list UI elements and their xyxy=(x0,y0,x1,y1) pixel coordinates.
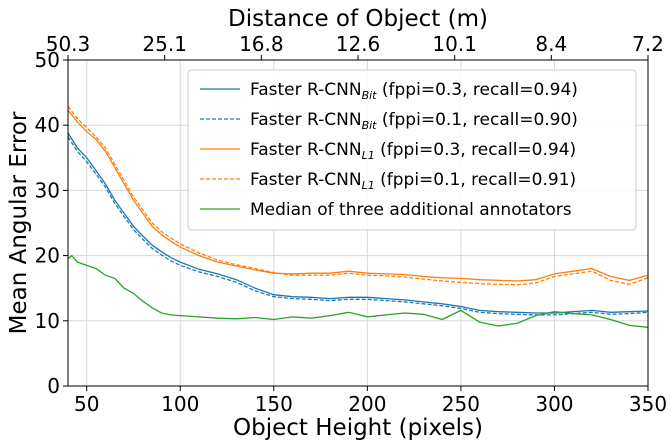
legend-entry-4: Faster R-CNNL1 (fppi=0.1, recall=0.91) xyxy=(250,170,576,192)
top-tick-label: 8.4 xyxy=(535,32,567,56)
x-tick-label: 50 xyxy=(74,392,99,416)
legend-entry-3: Faster R-CNNL1 (fppi=0.3, recall=0.94) xyxy=(250,140,576,162)
series-line-2 xyxy=(68,136,648,316)
y-tick-label: 20 xyxy=(35,244,60,268)
top-tick-label: 25.1 xyxy=(142,32,187,56)
series-line-5 xyxy=(68,254,648,328)
legend: Faster R-CNNBit (fppi=0.3, recall=0.94) F… xyxy=(187,69,637,231)
y-tick-label: 50 xyxy=(35,48,60,72)
x-tick-label: 350 xyxy=(629,392,667,416)
legend-entry-2: Faster R-CNNBit (fppi=0.1, recall=0.90) xyxy=(250,110,578,132)
x-tick-label: 300 xyxy=(535,392,573,416)
legend-box xyxy=(187,69,637,231)
top-tick-label: 10.1 xyxy=(432,32,477,56)
y-axis-title: Mean Angular Error xyxy=(6,111,32,334)
y-tick-label: 0 xyxy=(47,374,60,398)
top-axis-title: Distance of Object (m) xyxy=(228,6,488,32)
x-tick-label: 100 xyxy=(161,392,199,416)
y-tick-label: 10 xyxy=(35,309,60,333)
y-tick-label: 30 xyxy=(35,178,60,202)
top-tick-label: 7.2 xyxy=(632,32,664,56)
x-tick-label: 200 xyxy=(348,392,386,416)
top-tick-label: 50.3 xyxy=(46,32,91,56)
x-axis-title: Object Height (pixels) xyxy=(233,415,483,441)
y-tick-label: 40 xyxy=(35,113,60,137)
series-layer xyxy=(68,105,648,328)
top-tick-label: 16.8 xyxy=(239,32,284,56)
top-tick-label: 12.6 xyxy=(336,32,381,56)
x-tick-label: 250 xyxy=(442,392,480,416)
series-line-4 xyxy=(68,105,648,286)
series-line-3 xyxy=(68,109,648,282)
x-tick-label: 150 xyxy=(255,392,293,416)
series-line-1 xyxy=(68,132,648,314)
legend-entry-5: Median of three additional annotators xyxy=(250,200,572,220)
legend-entry-1: Faster R-CNNBit (fppi=0.3, recall=0.94) xyxy=(250,80,578,102)
